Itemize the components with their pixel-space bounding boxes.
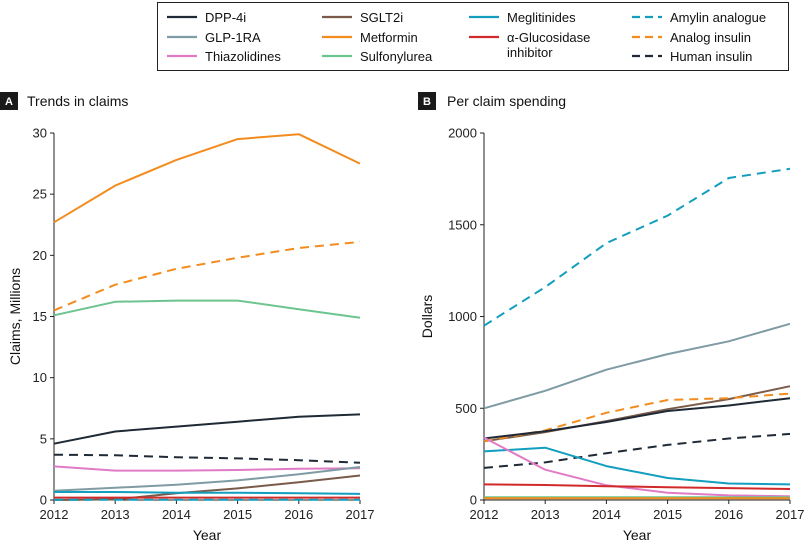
legend-item-sglt2i: SGLT2i [322,10,403,25]
x-tick-label: 2012 [470,507,499,522]
legend: DPP-4i GLP-1RA Thiazolidines SGLT2i Metformi… [157,2,789,71]
series-line-glp-1ra [53,466,361,492]
x-tick-label: 2016 [714,507,743,522]
x-tick-label: 2015 [653,507,682,522]
legend-label: Amylin analogue [670,10,766,25]
legend-item-thiazolidines: Thiazolidines [167,49,281,64]
legend-label: SGLT2i [360,10,403,25]
legend-label: Thiazolidines [205,49,281,64]
y-tick-label: 1500 [448,217,477,232]
x-tick-label: 2016 [284,507,313,522]
series-line-thiazolidines [483,436,791,498]
y-tick-label: 0 [470,493,477,508]
legend-label: Metformin [360,30,418,45]
series-line-dpp-4i [483,397,791,440]
series-group [483,167,791,500]
legend-label: DPP-4i [205,10,246,25]
series-line-meglitinides [54,491,361,495]
x-tick-label: 2015 [223,507,252,522]
y-tick-label: 15 [33,309,47,324]
legend-label: inhibitor [507,45,553,60]
legend-item-amylin-analogue: Amylin analogue [632,10,766,25]
series-line-human-insulin [53,453,361,464]
y-tick-label: 5 [40,431,47,446]
y-tick-label: 25 [33,187,47,202]
series-line-glp-1ra [483,322,791,410]
panel-title: Trends in claims [27,93,128,109]
x-axis-label: Year [623,527,652,543]
y-tick-label: 10 [33,370,47,385]
y-axis-label: Dollars [419,295,435,339]
legend-item-glp-1ra: GLP-1RA [167,30,261,45]
series-line-glucosidase-inhibitor [483,483,791,490]
x-tick-label: 2013 [531,507,560,522]
panel-letter: B [423,96,431,108]
x-tick-label: 2014 [162,507,191,522]
legend-label: α-Glucosidase [507,30,590,45]
panel-title: Per claim spending [447,93,566,109]
panel-b: B Per claim spending 0 500 1000 1500 2000 2012 2… [418,92,804,543]
panel-letter: A [5,96,13,108]
x-tick-label: 2017 [776,507,805,522]
series-line-amylin-analogue [483,167,791,327]
legend-label: Sulfonylurea [360,49,433,64]
panel-a: A Trends in claims 0 5 10 15 20 25 30 2012 2013 201… [0,92,374,543]
legend-label: GLP-1RA [205,30,261,45]
y-tick-label: 1000 [448,309,477,324]
x-tick-label: 2012 [40,507,69,522]
legend-item-dpp-4i: DPP-4i [167,10,246,25]
series-group [53,133,361,501]
y-tick-label: 30 [33,126,47,141]
y-tick-label: 2000 [448,126,477,141]
y-axis-label: Claims, Millions [7,268,23,365]
legend-label: Human insulin [670,49,752,64]
legend-label: Meglitinides [507,10,576,25]
x-tick-label: 2017 [346,507,375,522]
panel-letter-badge [418,92,436,110]
y-tick-label: 500 [455,401,477,416]
y-tick-label: 20 [33,248,47,263]
series-line-dpp-4i [53,413,361,445]
series-line-meglitinides [483,446,791,486]
legend-item-human-insulin: Human insulin [632,49,752,64]
series-line-metformin [53,133,361,224]
x-tick-label: 2013 [101,507,130,522]
series-line-thiazolidines [53,465,361,472]
series-line-sulfonylurea [53,299,361,319]
legend-item-meglitinides: Meglitinides [469,10,576,25]
legend-label: Analog insulin [670,30,751,45]
legend-item-analog-insulin: Analog insulin [632,30,751,45]
legend-item-sulfonylurea: Sulfonylurea [322,49,433,64]
panel-letter-badge [0,92,18,110]
y-tick-label: 0 [40,493,47,508]
x-axis-label: Year [193,527,222,543]
x-tick-label: 2014 [592,507,621,522]
legend-item-metformin: Metformin [322,30,418,45]
